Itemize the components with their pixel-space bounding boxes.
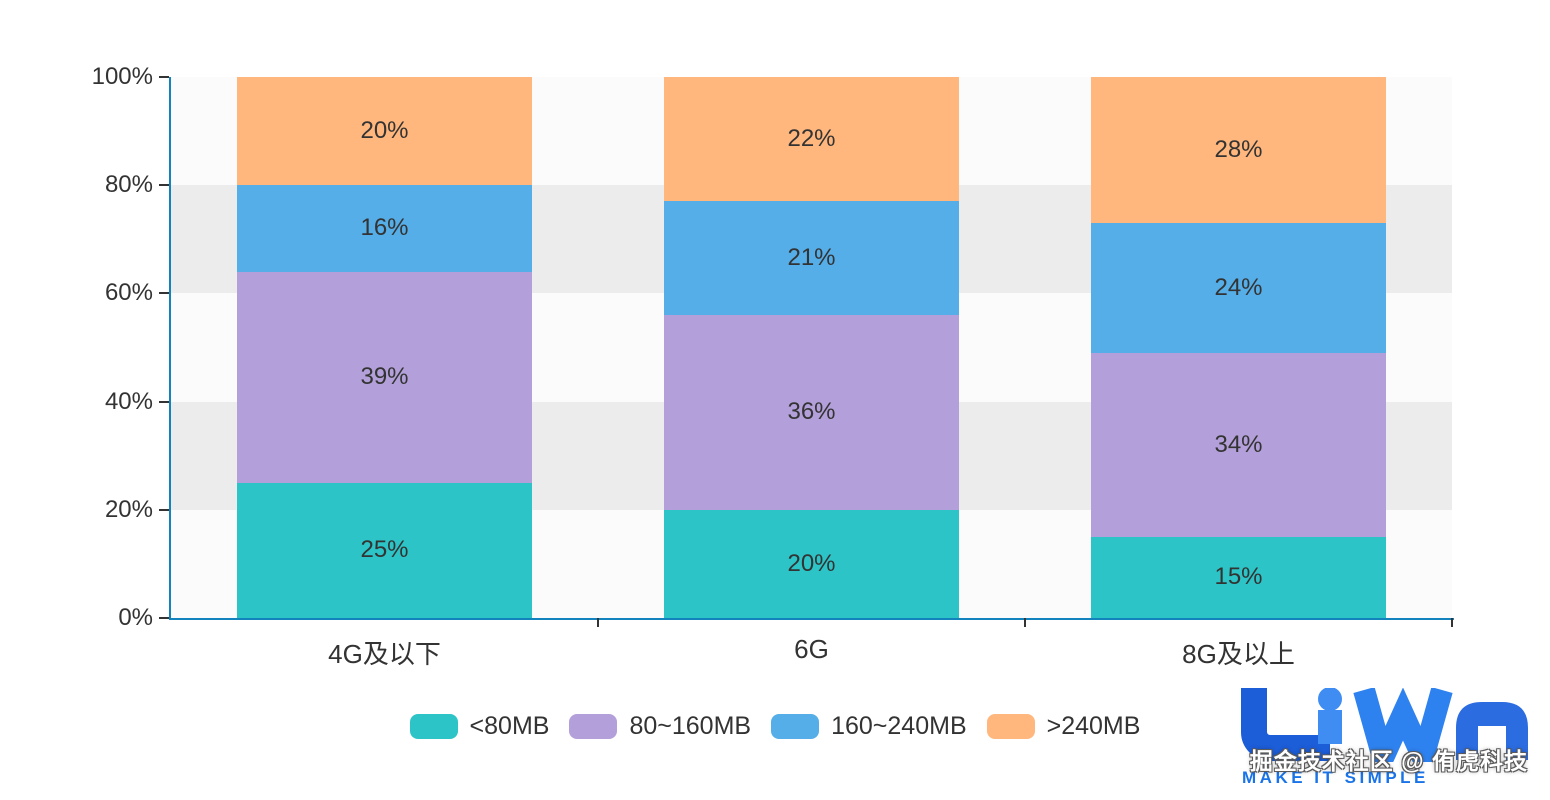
- y-axis-tick: [159, 400, 169, 403]
- y-axis-tick: [159, 292, 169, 295]
- bar-segment-<80MB[interactable]: 15%: [1091, 536, 1386, 618]
- x-axis-category-label: 6G: [794, 634, 829, 664]
- x-axis-tick: [1024, 618, 1026, 627]
- legend-item-80~160MB[interactable]: 80~160MB: [569, 712, 751, 741]
- watermark-credit: 掘金技术社区 @ 侑虎科技: [1249, 748, 1528, 774]
- logo-tagline: MAKE IT SIMPLE: [1242, 768, 1429, 787]
- x-axis-line: [169, 618, 1454, 620]
- segment-value-label: 20%: [360, 117, 409, 145]
- legend-swatch: [569, 714, 618, 739]
- segment-value-label: 20%: [787, 549, 836, 577]
- bar-6G: 20% 36% 21% 22%: [664, 77, 959, 618]
- segment-value-label: 39%: [360, 363, 409, 391]
- segment-value-label: 22%: [787, 125, 836, 153]
- legend-item-160~240MB[interactable]: 160~240MB: [771, 712, 967, 741]
- y-axis-tick: [159, 76, 169, 78]
- logo-letter-u: [1241, 688, 1330, 761]
- y-axis-label: 0%: [118, 604, 153, 631]
- legend: <80MB 80~160MB 160~240MB >240MB: [0, 712, 1550, 741]
- segment-value-label: 34%: [1214, 430, 1263, 458]
- segment-value-label: 36%: [787, 398, 836, 426]
- bar-segment->240MB[interactable]: 22%: [664, 77, 959, 202]
- x-axis-category-label: 8G及以上: [1182, 639, 1295, 669]
- bar-segment-80~160MB[interactable]: 34%: [1091, 352, 1386, 537]
- y-axis-line: [169, 77, 171, 618]
- uwa-logo: UWA MAKE IT SIMPLE: [1230, 688, 1532, 788]
- bar-segment-80~160MB[interactable]: 36%: [664, 315, 959, 510]
- y-axis-tick: [159, 184, 169, 187]
- logo-letter-i-dot: [1318, 688, 1342, 711]
- legend-label: <80MB: [469, 712, 550, 740]
- segment-value-label: 24%: [1214, 274, 1263, 301]
- y-axis-tick: [159, 508, 169, 511]
- segment-value-label: 21%: [787, 244, 836, 272]
- bar-segment-160~240MB[interactable]: 21%: [664, 201, 959, 316]
- y-axis-label: 80%: [104, 171, 153, 199]
- uwa-logo-graphic: [1241, 688, 1528, 762]
- legend-label: 160~240MB: [831, 712, 967, 740]
- logo-letter-w: [1353, 688, 1453, 762]
- bar-segment-<80MB[interactable]: 25%: [237, 482, 532, 618]
- segment-value-label: 28%: [1214, 136, 1263, 164]
- y-axis-label: 100%: [91, 63, 153, 90]
- bar-4G及以下: 25% 39% 16% 20%: [237, 77, 532, 618]
- segment-value-label: 15%: [1214, 563, 1263, 591]
- bar-segment->240MB[interactable]: 28%: [1091, 77, 1386, 224]
- plot-area: 0% 20% 40% 60% 80% 100% 25% 39% 16% 20% 4G及以下 20% 36…: [92, 63, 1454, 669]
- bar-segment->240MB[interactable]: 20%: [237, 77, 532, 186]
- legend-swatch: [771, 714, 820, 739]
- y-axis-label: 60%: [104, 279, 153, 307]
- logo-letter-a: [1456, 702, 1528, 760]
- segment-value-label: 16%: [360, 214, 409, 242]
- legend-swatch: [409, 714, 458, 739]
- legend-item-<80MB[interactable]: <80MB: [409, 712, 550, 741]
- logo-letter-i-stem: [1318, 710, 1342, 744]
- legend-swatch: [986, 714, 1035, 739]
- x-axis-category-label: 4G及以下: [328, 639, 441, 669]
- x-axis-tick: [1451, 618, 1453, 627]
- legend-label: >240MB: [1046, 712, 1141, 740]
- x-axis-tick: [597, 618, 599, 627]
- legend-label: 80~160MB: [629, 712, 752, 740]
- y-axis-label: 40%: [104, 387, 153, 415]
- bar-8G及以上: 15% 34% 24% 28%: [1091, 77, 1386, 618]
- y-axis-tick: [159, 617, 169, 619]
- bar-segment-80~160MB[interactable]: 39%: [237, 271, 532, 483]
- bar-segment-<80MB[interactable]: 20%: [664, 509, 959, 618]
- segment-value-label: 25%: [360, 536, 409, 564]
- y-axis-label: 20%: [104, 495, 153, 523]
- bar-segment-160~240MB[interactable]: 16%: [237, 185, 532, 272]
- bar-segment-160~240MB[interactable]: 24%: [1091, 223, 1386, 353]
- legend-item->240MB[interactable]: >240MB: [986, 712, 1141, 741]
